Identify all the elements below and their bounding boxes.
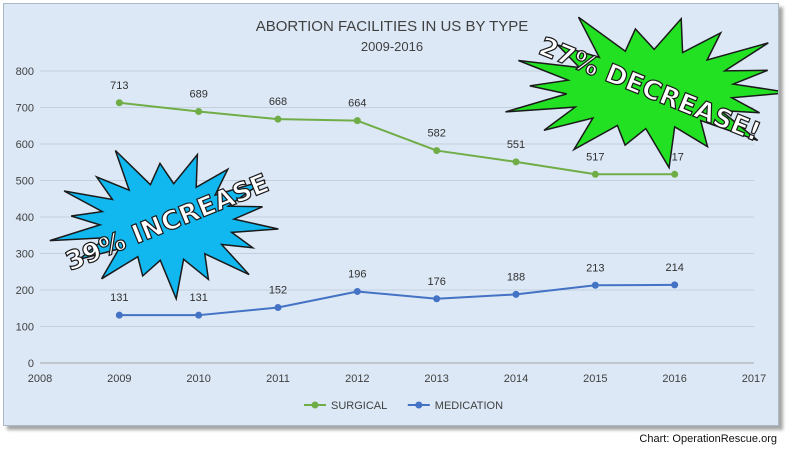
data-point-medication	[274, 304, 282, 312]
chart-subtitle: 2009-2016	[361, 39, 423, 54]
starburst-shape	[505, 16, 778, 170]
data-label: 582	[427, 128, 445, 140]
x-tick-label: 2015	[583, 373, 607, 385]
series-line-surgical	[119, 101, 675, 176]
data-label: 664	[348, 98, 366, 110]
y-tick-label: 200	[16, 285, 34, 297]
data-label: 188	[507, 271, 525, 283]
data-point-surgical	[274, 115, 282, 123]
chart-frame: ABORTION FACILITIES IN US BY TYPE 2009-2…	[3, 3, 779, 426]
legend-label: SURGICAL	[331, 400, 387, 412]
series-lines	[115, 99, 679, 319]
data-label: 196	[348, 268, 366, 280]
y-tick-label: 400	[16, 212, 34, 224]
x-tick-label: 2010	[186, 373, 210, 385]
y-tick-label: 500	[16, 176, 34, 188]
x-tick-label: 2013	[424, 373, 448, 385]
data-label: 689	[189, 89, 207, 101]
legend-marker	[415, 401, 423, 409]
axes: 0 100 200 300 400 500 600 700 800 2008 2009 2010 201…	[16, 66, 767, 385]
data-point-surgical	[353, 117, 361, 125]
y-tick-label: 100	[16, 322, 34, 334]
data-label: 214	[665, 262, 683, 274]
chart-credit: Chart: OperationRescue.org	[639, 433, 777, 445]
data-point-medication	[671, 281, 679, 289]
data-point-surgical	[195, 108, 203, 116]
data-label: 131	[110, 292, 128, 304]
data-label: 517	[586, 151, 604, 163]
data-label: 668	[269, 96, 287, 108]
data-point-surgical	[591, 170, 599, 178]
x-tick-label: 2009	[107, 373, 131, 385]
legend-label: MEDICATION	[435, 400, 503, 412]
x-tick-label: 2014	[504, 373, 528, 385]
series-line-medication	[119, 283, 675, 317]
data-point-medication	[433, 295, 441, 303]
data-label: 152	[269, 285, 287, 297]
x-tick-label: 2016	[662, 373, 686, 385]
starburst-shape	[49, 149, 279, 302]
y-tick-label: 0	[28, 358, 34, 370]
data-label: 551	[507, 139, 525, 151]
y-tick-label: 800	[16, 66, 34, 78]
line-chart: ABORTION FACILITIES IN US BY TYPE 2009-2…	[16, 16, 778, 412]
legend: SURGICAL MEDICATION	[304, 400, 503, 412]
data-point-medication	[195, 311, 203, 319]
data-label: 713	[110, 80, 128, 92]
data-point-surgical	[512, 158, 520, 166]
data-point-medication	[512, 290, 520, 298]
data-point-medication	[115, 311, 123, 319]
x-tick-label: 2008	[28, 373, 52, 385]
x-tick-label: 2011	[266, 373, 290, 385]
data-label: 213	[586, 262, 604, 274]
x-tick-label: 2017	[742, 373, 766, 385]
y-tick-label: 300	[16, 249, 34, 261]
chart-title: ABORTION FACILITIES IN US BY TYPE	[256, 18, 529, 35]
data-label: 131	[189, 292, 207, 304]
data-point-surgical	[433, 147, 441, 155]
data-point-medication	[353, 287, 361, 295]
y-tick-label: 600	[16, 139, 34, 151]
data-point-medication	[591, 281, 599, 289]
data-label: 176	[427, 276, 445, 288]
data-point-surgical	[671, 170, 679, 178]
data-point-surgical	[115, 99, 123, 107]
x-tick-label: 2012	[345, 373, 369, 385]
legend-marker	[311, 401, 319, 409]
y-tick-label: 700	[16, 103, 34, 115]
